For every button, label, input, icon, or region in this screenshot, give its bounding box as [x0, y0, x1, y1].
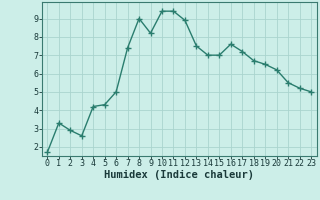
X-axis label: Humidex (Indice chaleur): Humidex (Indice chaleur): [104, 170, 254, 180]
